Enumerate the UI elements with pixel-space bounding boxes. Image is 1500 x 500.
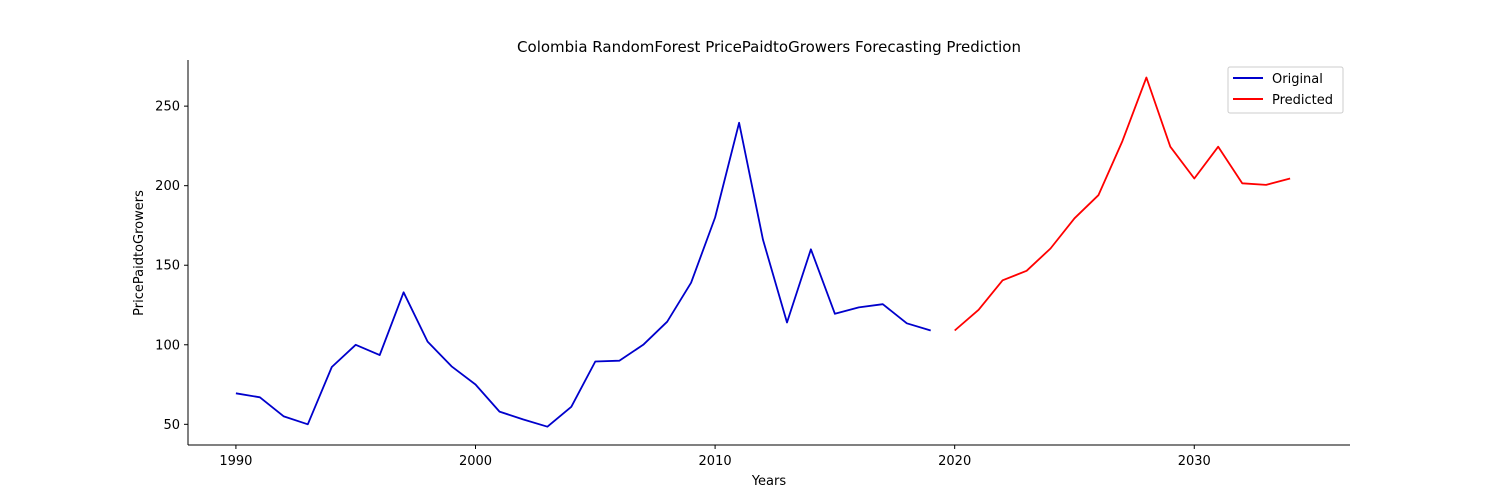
y-tick-label: 50	[163, 418, 180, 433]
legend-label-original: Original	[1272, 72, 1323, 87]
y-axis-ticks: 50 100 150 200 250	[155, 100, 188, 433]
series-line-predicted	[954, 76, 1291, 332]
legend-label-predicted: Predicted	[1272, 93, 1333, 108]
plot-area: 1990 2000 2010 2020 2030 50 100 150 200 250	[155, 60, 1350, 469]
x-axis-label: Years	[751, 474, 787, 489]
series-layer	[235, 76, 1291, 428]
x-tick-label: 1990	[219, 454, 252, 469]
y-tick-label: 100	[155, 338, 180, 353]
x-tick-label: 2000	[459, 454, 492, 469]
y-tick-label: 150	[155, 259, 180, 274]
x-axis-ticks: 1990 2000 2010 2020 2030	[219, 445, 1211, 469]
x-tick-label: 2030	[1178, 454, 1211, 469]
x-tick-label: 2010	[699, 454, 732, 469]
y-tick-label: 200	[155, 179, 180, 194]
series-line-original	[235, 121, 931, 428]
x-tick-label: 2020	[938, 454, 971, 469]
y-axis-label: PricePaidtoGrowers	[132, 190, 147, 316]
y-tick-label: 250	[155, 100, 180, 115]
legend: Original Predicted	[1227, 66, 1344, 114]
chart-title: Colombia RandomForest PricePaidtoGrowers…	[517, 38, 1021, 56]
